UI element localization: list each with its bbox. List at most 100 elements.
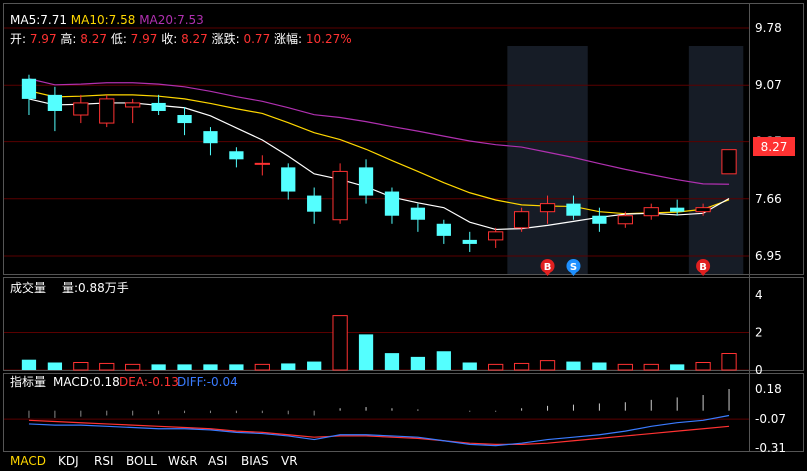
volume-bar	[513, 362, 530, 371]
ma-legend: MA5:7.71 MA10:7.58 MA20:7.53	[10, 13, 204, 27]
candle	[539, 195, 556, 224]
volume-bar	[436, 351, 451, 370]
ma5-line	[28, 98, 730, 231]
tab-wr[interactable]: W&R	[168, 454, 198, 468]
volume-bar	[670, 364, 685, 370]
ma20-line	[28, 78, 730, 185]
diff-label: DIFF:-0.04	[177, 375, 238, 389]
tab-bias[interactable]: BIAS	[241, 454, 269, 468]
ohlc-value: 7.97	[30, 32, 61, 46]
ohlc-label: 收:	[161, 32, 181, 46]
trade-marker-label: S	[570, 262, 577, 273]
volume-bar	[566, 361, 581, 370]
last-price-badge: 8.27	[753, 137, 795, 156]
volume-tick-label: 4	[755, 288, 763, 302]
volume-bar	[358, 334, 374, 370]
candle	[47, 86, 63, 132]
candle	[462, 231, 477, 252]
volume-bar	[332, 315, 348, 371]
tab-macd[interactable]: MACD	[10, 454, 46, 468]
volume-tick-label: 0	[755, 363, 763, 377]
volume-bar	[281, 363, 296, 370]
candle	[566, 195, 581, 220]
macd-label: MACD:0.18	[53, 375, 120, 389]
ma10-line	[28, 90, 730, 215]
trade-marker: S	[566, 259, 581, 276]
trade-marker-label: B	[544, 262, 552, 273]
ohlc-value: 7.97	[131, 32, 162, 46]
ohlc-label: 低:	[111, 32, 131, 46]
volume-bar	[462, 362, 477, 370]
price-tick-label: 9.78	[755, 21, 782, 35]
candle	[436, 219, 451, 244]
price-tick-label: 9.07	[755, 78, 782, 92]
candle	[21, 74, 37, 116]
volume-bar	[254, 363, 270, 371]
candle	[73, 94, 89, 124]
candle	[384, 187, 400, 224]
candle	[177, 106, 192, 136]
volume-label: 量:0.88万手	[62, 281, 129, 295]
ohlc-label: 开:	[10, 32, 30, 46]
tab-rsi[interactable]: RSI	[94, 454, 114, 468]
tab-asi[interactable]: ASI	[208, 454, 227, 468]
ohlc-value: 0.77	[243, 32, 274, 46]
macd-tick-label: -0.07	[755, 412, 786, 426]
candle	[643, 203, 659, 220]
moving-average-lines	[28, 78, 730, 231]
candle	[332, 163, 348, 224]
volume-bar	[125, 363, 141, 371]
trade-marker: B	[696, 259, 711, 276]
ohlc-value: 8.27	[80, 32, 111, 46]
candle	[203, 127, 218, 156]
trade-marker-label: B	[699, 262, 707, 273]
ohlc-value: 8.27	[181, 32, 212, 46]
candle	[281, 163, 296, 200]
tab-boll[interactable]: BOLL	[126, 454, 157, 468]
volume-bar	[592, 362, 607, 370]
volume-bar	[47, 362, 63, 370]
volume-bar	[99, 362, 115, 371]
ohlc-label: 涨幅:	[274, 31, 306, 46]
volume-bar	[73, 362, 89, 371]
volume-bar	[643, 363, 659, 371]
price-tick-label: 7.66	[755, 192, 782, 206]
highlight-band	[507, 46, 588, 274]
volume-bar	[151, 364, 166, 370]
volume-bar	[721, 353, 737, 371]
panel-frames	[3, 3, 804, 452]
volume-bar	[177, 364, 192, 370]
ohlc-label: 涨跌:	[212, 31, 244, 46]
candle	[229, 147, 244, 168]
ohlc-value: 10.27%	[306, 32, 352, 46]
tab-kdj[interactable]: KDJ	[58, 454, 79, 468]
candle	[488, 227, 504, 248]
volume-bar	[21, 359, 37, 370]
diff-line	[28, 414, 730, 447]
volume-bar	[488, 363, 504, 371]
volume-bar	[617, 363, 633, 371]
volume-bar	[229, 364, 244, 370]
volume-tick-label: 2	[755, 326, 763, 340]
macd-tick-label: -0.31	[755, 441, 786, 455]
trade-marker: B	[540, 259, 555, 276]
dea-line	[28, 419, 730, 445]
candle	[670, 199, 685, 216]
macd-axis-ticks: 0.18 -0.07 -0.31	[755, 382, 786, 455]
indicator-tabs[interactable]: MACD KDJ RSI BOLL W&R ASI BIAS VR	[10, 454, 298, 468]
ohlc-legend: 开: 7.97 高: 8.27 低: 7.97 收: 8.27 涨跌: 0.77…	[10, 31, 352, 46]
candle	[125, 98, 141, 124]
tab-vr[interactable]: VR	[281, 454, 298, 468]
candle	[617, 211, 633, 228]
volume-title: 成交量	[10, 280, 46, 295]
candle	[99, 94, 115, 128]
volume-bars	[21, 315, 737, 371]
candle	[151, 94, 166, 116]
volume-bar	[695, 362, 711, 371]
candle	[513, 207, 530, 232]
ohlc-label: 高:	[60, 31, 80, 46]
volume-bar	[307, 361, 322, 370]
indicator-title: 指标量	[10, 374, 46, 389]
ma-label: MA5:7.71	[10, 13, 67, 27]
